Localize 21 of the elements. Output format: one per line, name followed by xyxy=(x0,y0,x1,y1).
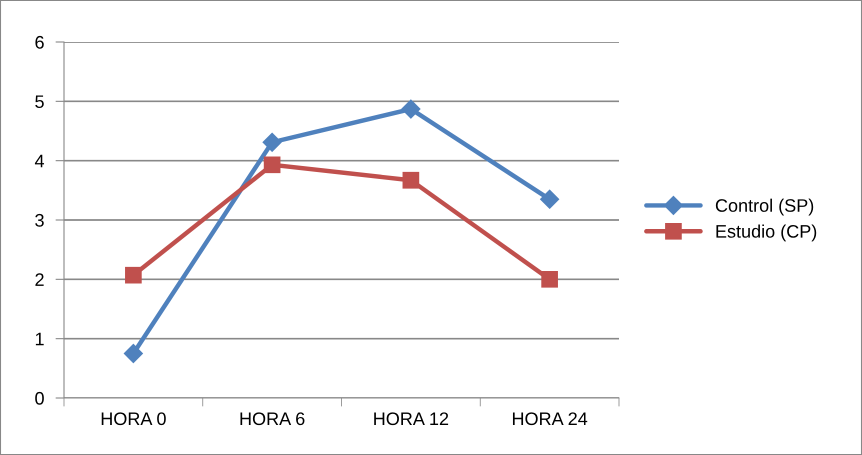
point xyxy=(124,344,143,364)
y-tick-label: 0 xyxy=(35,392,44,405)
point xyxy=(264,156,280,174)
y-tick-label: 3 xyxy=(35,214,44,227)
point xyxy=(125,266,142,284)
point xyxy=(541,271,558,288)
x-tick-label: HORA 6 xyxy=(240,412,304,426)
y-tick-label: 5 xyxy=(35,95,44,108)
point xyxy=(401,100,420,119)
legend-label: Estudio (CP) xyxy=(716,224,816,242)
x-tick-label: HORA 0 xyxy=(102,412,166,426)
x-tick-label: HORA 12 xyxy=(374,412,448,426)
y-tick-label: 1 xyxy=(36,332,44,346)
legend-label: Control (SP) xyxy=(716,198,814,216)
point xyxy=(540,190,560,209)
point xyxy=(402,172,420,189)
y-tick-label: 6 xyxy=(35,36,44,49)
point xyxy=(262,132,282,152)
x-tick-label: HORA 24 xyxy=(512,412,588,426)
y-tick-label: 2 xyxy=(35,273,44,286)
y-tick-label: 4 xyxy=(34,154,44,168)
